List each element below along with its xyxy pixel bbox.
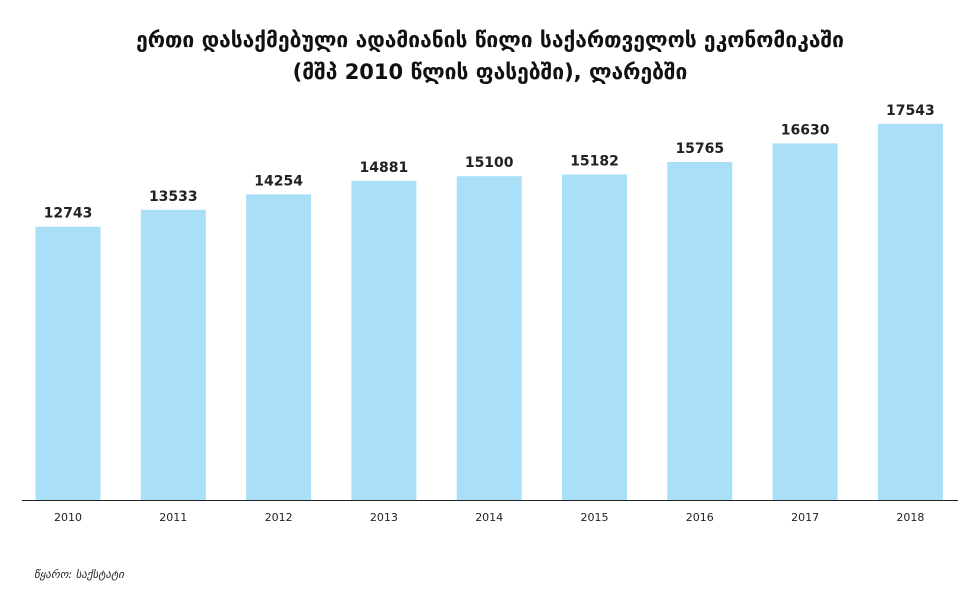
bar-2012 (246, 194, 312, 501)
x-tick-label-2011: 2011 (159, 511, 187, 524)
data-label-2014: 15100 (465, 155, 514, 171)
bar-2016 (667, 161, 733, 500)
x-tick-label-2013: 2013 (370, 511, 398, 524)
x-tick-label-2015: 2015 (581, 511, 609, 524)
bar-2013 (351, 180, 417, 500)
x-tick-label-2012: 2012 (265, 511, 293, 524)
data-label-2015: 15182 (570, 153, 619, 169)
chart-title-line1: ერთი დასაქმებული ადამიანის წილი საქართვე… (136, 28, 844, 52)
data-label-2012: 14254 (254, 173, 303, 189)
x-tick-label-2014: 2014 (475, 511, 503, 524)
bar-2017 (772, 143, 838, 500)
data-label-2016: 15765 (675, 141, 724, 157)
bar-2015 (562, 174, 627, 500)
x-tick-label-2017: 2017 (791, 511, 819, 524)
bar-2014 (456, 176, 522, 500)
bar-2010 (35, 226, 101, 500)
data-label-2013: 14881 (360, 160, 409, 176)
data-label-2018: 17543 (886, 103, 935, 119)
chart-title-line2: (მშპ 2010 წლის ფასებში), ლარებში (292, 60, 688, 84)
data-label-2010: 12743 (44, 206, 93, 222)
x-tick-label-2016: 2016 (686, 511, 714, 524)
chart-title: ერთი დასაქმებული ადამიანის წილი საქართვე… (0, 24, 980, 88)
data-label-2017: 16630 (781, 122, 830, 138)
data-label-2011: 13533 (149, 189, 198, 205)
bar-2011 (140, 209, 206, 500)
bar-2018 (877, 123, 943, 500)
source-note: წყარო: საქსტატი (34, 568, 124, 581)
x-tick-label-2018: 2018 (896, 511, 924, 524)
x-tick-label-2010: 2010 (54, 511, 82, 524)
